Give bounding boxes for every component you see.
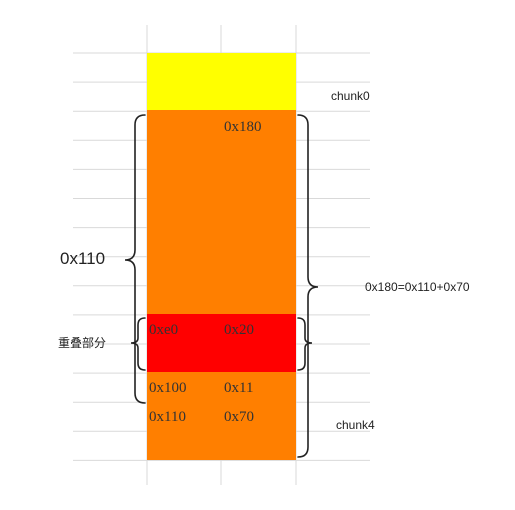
left-small-brace bbox=[130, 317, 146, 371]
cell-size-0x180: 0x180 bbox=[224, 119, 262, 135]
chunk0-block bbox=[147, 53, 296, 110]
chunk0-label: chunk0 bbox=[331, 89, 370, 103]
braces bbox=[124, 114, 319, 458]
cell-size-0x20: 0x20 bbox=[224, 322, 254, 338]
cell-prev-0x110: 0x110 bbox=[149, 409, 186, 425]
chunk4-block bbox=[147, 372, 296, 460]
chunk-block bbox=[147, 110, 296, 314]
chunk4-label: chunk4 bbox=[336, 418, 375, 432]
cell-prev-0xe0: 0xe0 bbox=[149, 322, 178, 338]
left-large-brace bbox=[124, 114, 146, 404]
right-small-brace bbox=[297, 317, 313, 371]
right-large-brace bbox=[297, 114, 319, 458]
overlap-block bbox=[147, 314, 296, 372]
size-sum-label: 0x180=0x110+0x70 bbox=[365, 280, 470, 294]
overlap-label: 重叠部分 bbox=[58, 335, 106, 350]
size-0x110-label: 0x110 bbox=[60, 249, 105, 268]
cell-size-0x70: 0x70 bbox=[224, 409, 254, 425]
cell-prev-0x100: 0x100 bbox=[149, 380, 187, 396]
cell-size-0x11: 0x11 bbox=[224, 380, 253, 396]
